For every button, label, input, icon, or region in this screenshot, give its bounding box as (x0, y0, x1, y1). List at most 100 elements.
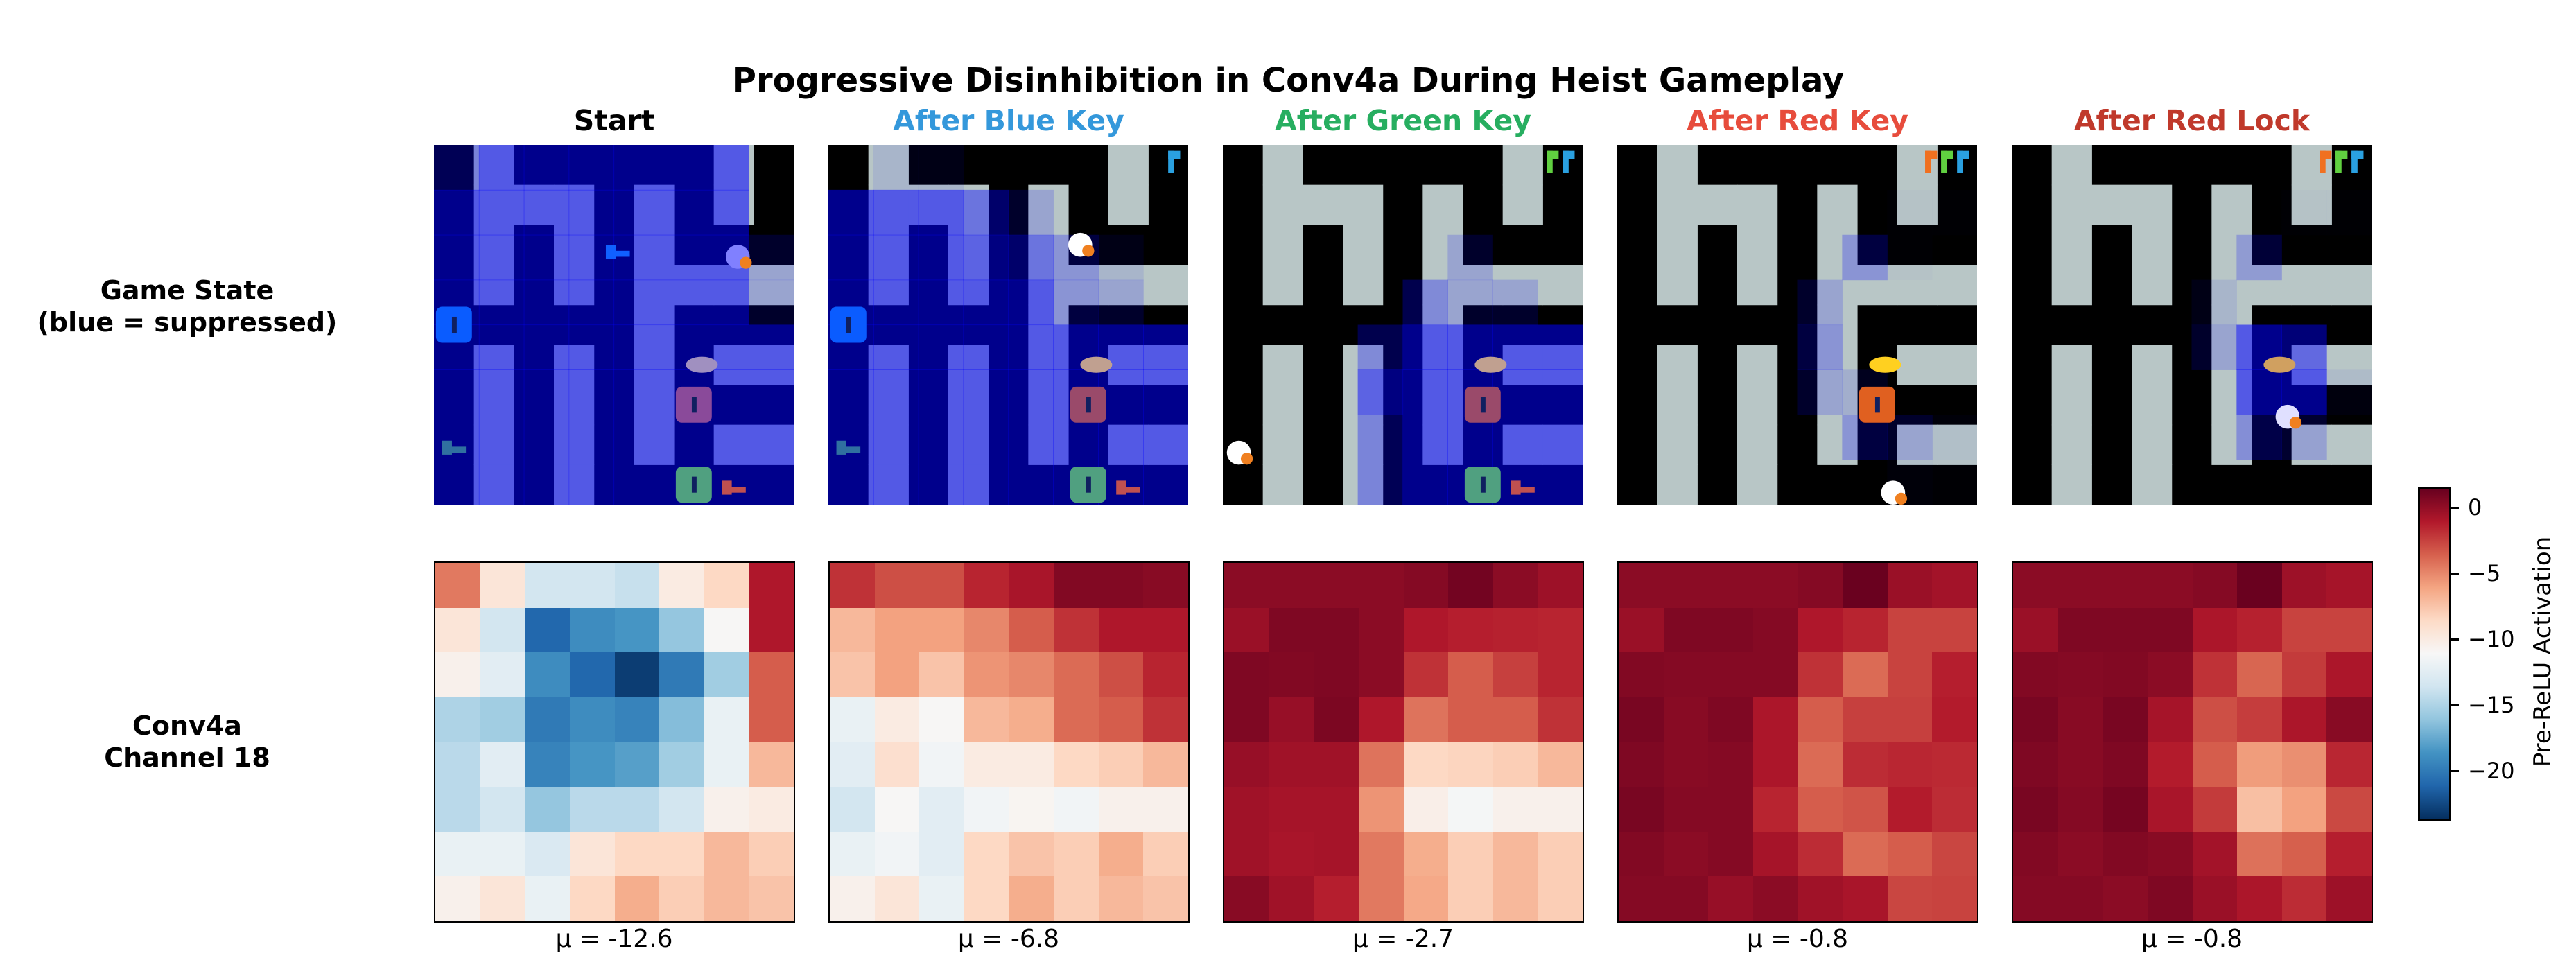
heatmap-cell (2237, 607, 2282, 653)
player-detail (1082, 245, 1095, 257)
heatmap-cell (2192, 831, 2238, 877)
heatmap-cell (1663, 697, 1709, 742)
maze-floor-tile (2331, 424, 2372, 465)
suppression-overlay-cell (523, 324, 570, 370)
suppression-overlay-cell (1492, 415, 1538, 460)
heatmap-cell (2013, 652, 2058, 697)
heatmap-cell (1887, 607, 1933, 653)
collected-key-head (1941, 150, 1953, 159)
row-label-line: Channel 18 (104, 742, 270, 773)
heatmap-cell (2103, 563, 2148, 608)
maze-floor-tile (2132, 464, 2173, 505)
heatmap-cell (1448, 607, 1493, 653)
suppression-overlay-cell (1402, 324, 1448, 370)
heatmap-cell (704, 876, 749, 921)
suppression-overlay-cell (478, 460, 525, 505)
suppression-overlay-cell (918, 279, 964, 326)
heatmap-cell (1054, 697, 1099, 742)
heatmap-cell (1358, 563, 1404, 608)
maze-floor-tile (1737, 464, 1778, 505)
heatmap-cell (919, 876, 964, 921)
keyhole-icon (1086, 397, 1091, 413)
heatmap-cell (1752, 607, 1798, 653)
keyhole-icon (451, 316, 457, 333)
maze-floor-tile (1262, 225, 1303, 265)
figure-title: Progressive Disinhibition in Conv4a Duri… (731, 61, 1845, 100)
heatmap-cell (964, 831, 1009, 877)
maze-floor-tile (2252, 265, 2292, 306)
gem-icon (686, 356, 718, 373)
heatmap-cell (1663, 652, 1709, 697)
heatmap-cell (2281, 607, 2327, 653)
heatmap-cell (1054, 563, 1099, 608)
heatmap-cell (1098, 742, 1144, 787)
heatmap-cell (704, 787, 749, 832)
heatmap-cell (659, 607, 704, 653)
maze-floor-tile (1422, 225, 1463, 265)
heatmap-cell (2147, 652, 2193, 697)
heatmap-cell (1843, 876, 1888, 921)
suppression-overlay-cell (1008, 279, 1054, 326)
suppression-overlay-cell (873, 415, 919, 460)
maze-floor-tile (2051, 145, 2092, 186)
suppression-overlay-cell (2191, 279, 2237, 326)
suppression-overlay-cell (1447, 234, 1493, 281)
suppression-overlay-cell (434, 460, 480, 505)
heatmap-cell (749, 563, 794, 608)
heatmap-cell (1708, 787, 1753, 832)
heatmap-cell (1009, 787, 1054, 832)
heatmap-cell (2192, 876, 2238, 921)
heatmap-cell (1403, 742, 1449, 787)
maze-floor-tile (1897, 345, 1938, 385)
collected-key-head (1547, 150, 1559, 159)
heatmap-cell (1403, 787, 1449, 832)
suppression-overlay-cell (873, 279, 919, 326)
suppression-overlay-cell (2326, 369, 2372, 415)
heatmap-cell (2013, 876, 2058, 921)
keyhole-icon (846, 316, 851, 333)
suppression-overlay-cell (918, 145, 964, 191)
key-shaft-icon (613, 250, 630, 257)
suppression-overlay-cell (1098, 279, 1144, 326)
heatmap-cell (1314, 607, 1359, 653)
suppression-overlay-cell (704, 415, 749, 460)
heatmap-cell (1619, 831, 1664, 877)
heatmap-cell (1314, 831, 1359, 877)
heatmap-cell (1538, 876, 1583, 921)
suppression-overlay-cell (1538, 369, 1583, 415)
suppression-overlay-cell (1402, 279, 1448, 326)
heatmap-cell (1143, 876, 1188, 921)
heatmap-cell (614, 697, 660, 742)
row-label-game-state: Game State (blue = suppressed) (0, 274, 374, 338)
suppression-overlay-cell (613, 460, 659, 505)
maze-floor-tile (1737, 385, 1778, 426)
heatmap-cell (1403, 831, 1449, 877)
suppression-overlay-cell (523, 234, 570, 281)
heatmap-cell (919, 607, 964, 653)
suppression-overlay-cell (434, 369, 480, 415)
heatmap-cell (1538, 697, 1583, 742)
heatmap-cell (1538, 831, 1583, 877)
heatmap-cell (1269, 652, 1314, 697)
keyhole-icon (1086, 476, 1091, 493)
heatmap-cell (659, 876, 704, 921)
suppression-overlay-cell (1053, 279, 1099, 326)
suppression-overlay-cell (1402, 415, 1448, 460)
collected-key-icon (1941, 150, 1947, 173)
heatmap-cell (1932, 742, 1977, 787)
heatmap-cell (659, 742, 704, 787)
heatmap-cell (659, 563, 704, 608)
colorbar-tick-label: −15 (2468, 692, 2515, 719)
heatmap-cell (1752, 742, 1798, 787)
suppression-overlay-cell (478, 369, 525, 415)
heatmap-cell (569, 607, 615, 653)
maze-floor-tile (868, 145, 909, 186)
heatmap-cell (435, 652, 480, 697)
heatmap-cell (749, 607, 794, 653)
maze-floor-tile (1737, 184, 1778, 225)
collected-key-head (2320, 150, 2332, 159)
heatmap-cell (569, 831, 615, 877)
heatmap-cell (704, 697, 749, 742)
suppression-overlay-cell (749, 279, 794, 326)
heatmap-cell (964, 563, 1009, 608)
